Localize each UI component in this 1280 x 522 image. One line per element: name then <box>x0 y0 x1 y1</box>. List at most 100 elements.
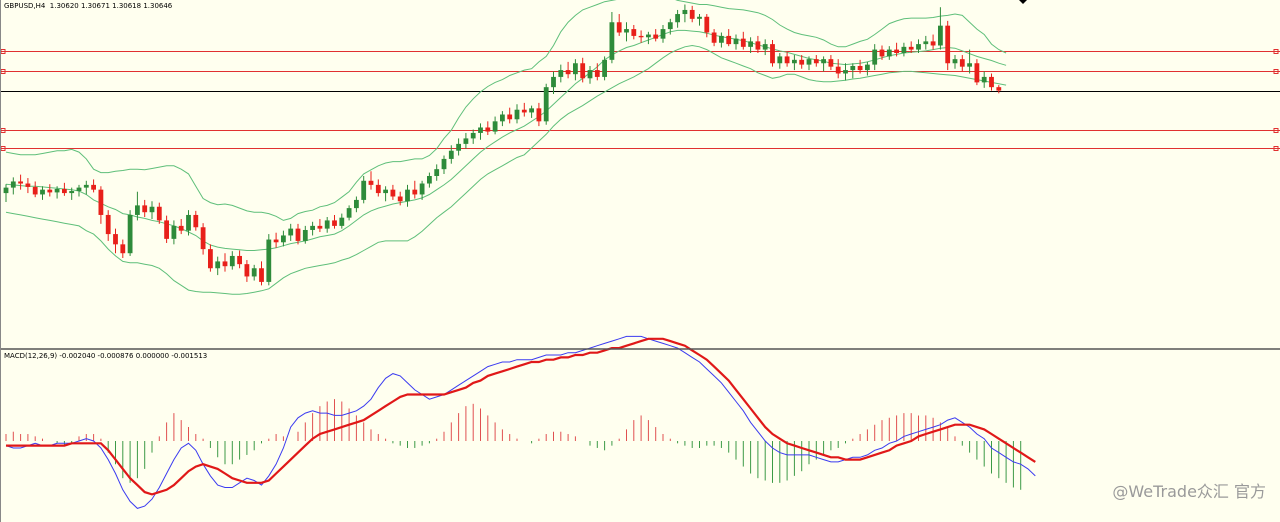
candle-body <box>18 181 23 184</box>
candle <box>266 234 272 286</box>
candle-body <box>434 169 440 176</box>
candle-body <box>178 225 184 231</box>
candle-body <box>945 25 951 64</box>
candle <box>609 12 615 64</box>
candle <box>901 42 907 57</box>
candle-body <box>142 205 148 213</box>
candle-body <box>40 189 45 195</box>
candle-body <box>923 41 929 45</box>
candle-body <box>383 189 388 194</box>
shift-marker-icon[interactable] <box>1019 0 1027 4</box>
candle <box>558 64 564 83</box>
candle <box>113 228 118 254</box>
candle <box>419 180 425 200</box>
candle-body <box>879 49 885 57</box>
level-anchor-right-3[interactable] <box>1273 128 1279 133</box>
candle <box>908 41 914 53</box>
candle-body <box>806 59 812 65</box>
candle <box>857 59 863 74</box>
candle-body <box>704 16 710 33</box>
candle <box>390 184 396 200</box>
candles <box>3 4 1002 286</box>
band-upper <box>5 0 1007 221</box>
candle <box>178 219 184 235</box>
level-anchor-right-2[interactable] <box>1273 69 1279 74</box>
signal-line <box>6 337 1036 496</box>
candle-body <box>770 44 775 64</box>
candle <box>441 155 447 174</box>
candle <box>689 5 695 23</box>
level-anchor-right-1[interactable] <box>1273 49 1279 54</box>
candle-body <box>660 29 666 39</box>
level-anchor-right-4[interactable] <box>1273 146 1279 151</box>
candle <box>923 35 929 50</box>
candle <box>310 221 315 236</box>
candle-body <box>463 138 469 144</box>
candle <box>697 14 702 26</box>
candle-body <box>930 41 936 46</box>
candle <box>302 225 308 244</box>
candle <box>149 201 155 220</box>
candle <box>587 65 593 84</box>
candle-body <box>208 249 213 269</box>
candle-body <box>332 220 337 226</box>
candle <box>383 186 388 202</box>
candle <box>843 63 848 81</box>
candle <box>719 32 724 48</box>
candle-body <box>565 70 571 75</box>
candle <box>229 251 235 270</box>
candle-body <box>514 109 520 120</box>
candle <box>806 56 812 71</box>
candle-body <box>777 56 783 64</box>
candle-body <box>616 22 622 33</box>
candle-body <box>25 183 31 187</box>
candle <box>777 53 783 69</box>
candle-body <box>558 70 564 77</box>
candle-body <box>551 76 556 88</box>
candle-body <box>98 189 104 215</box>
candle-body <box>346 208 352 218</box>
candle <box>412 180 418 199</box>
candle <box>346 205 352 221</box>
symbol-header: GBPUSD,H4 1.30620 1.30671 1.30618 1.3064… <box>4 2 173 10</box>
candle-body <box>733 38 739 45</box>
candle-body <box>324 220 330 229</box>
candle <box>865 61 870 76</box>
candle-body <box>507 114 513 120</box>
candle-body <box>76 187 82 192</box>
candle <box>784 52 790 67</box>
candle-body <box>784 56 790 64</box>
candle-body <box>186 214 191 231</box>
candle-body <box>83 184 89 188</box>
candle <box>91 179 96 193</box>
candle-body <box>981 76 987 83</box>
candle <box>959 55 965 72</box>
candle-body <box>47 189 53 193</box>
candle-body <box>412 189 418 195</box>
candle-body <box>251 268 257 277</box>
candle-body <box>288 228 294 236</box>
candle-body <box>850 65 856 71</box>
candle-body <box>667 22 673 30</box>
candle <box>952 55 958 69</box>
candle-body <box>171 225 177 239</box>
candle <box>200 223 206 255</box>
bollinger-bands <box>5 0 1007 295</box>
candle <box>135 191 140 221</box>
candle <box>3 184 9 202</box>
candle <box>171 220 177 245</box>
candle-body <box>901 46 907 53</box>
candle <box>704 14 710 38</box>
candle-body <box>719 35 724 43</box>
candle-body <box>536 108 542 122</box>
candle-body <box>521 109 527 113</box>
candle-body <box>105 214 111 235</box>
candle <box>463 132 469 149</box>
candle <box>259 261 264 286</box>
candle-body <box>631 29 637 36</box>
candle <box>850 63 856 79</box>
candle <box>222 253 228 272</box>
candle <box>529 105 534 118</box>
